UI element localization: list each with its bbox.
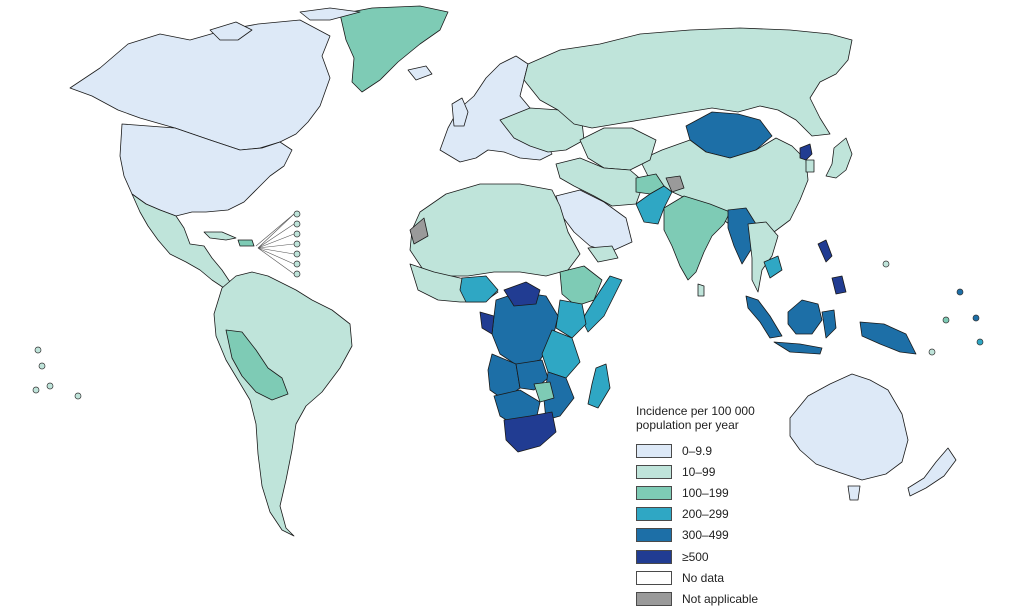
region-eastern-europe[interactable] — [499, 107, 585, 153]
island-dot — [928, 348, 936, 356]
legend-item: 100–199 — [636, 482, 836, 503]
region-hispaniola[interactable] — [237, 239, 255, 247]
legend-item: 300–499 — [636, 525, 836, 546]
legend-label: ≥500 — [682, 549, 709, 564]
region-north-africa[interactable] — [409, 183, 581, 277]
island-dot — [972, 314, 980, 322]
caribbean-callout-lines — [255, 213, 295, 247]
callout-line — [257, 213, 295, 249]
region-arctic-islands-2[interactable] — [299, 7, 361, 21]
region-borneo[interactable] — [787, 299, 823, 335]
region-north-america-north[interactable] — [69, 19, 331, 151]
island-dot — [942, 316, 950, 324]
legend-swatch — [636, 485, 672, 500]
map-legend: Incidence per 100 000 population per yea… — [636, 404, 836, 610]
region-philippines-south[interactable] — [831, 275, 847, 295]
region-uk[interactable] — [451, 97, 469, 127]
region-arctic-islands[interactable] — [209, 21, 253, 41]
region-india[interactable] — [663, 195, 731, 281]
legend-swatch — [636, 443, 672, 458]
region-madagascar[interactable] — [587, 363, 611, 409]
island-dot — [34, 346, 42, 354]
callout-line — [257, 247, 295, 255]
region-new-zealand[interactable] — [907, 447, 957, 497]
region-myanmar[interactable] — [727, 207, 757, 265]
region-kashmir[interactable] — [665, 175, 685, 193]
region-sri-lanka[interactable] — [697, 283, 705, 297]
region-philippines[interactable] — [817, 239, 833, 263]
region-western-sahara[interactable] — [409, 217, 429, 245]
legend-label: 300–499 — [682, 528, 729, 543]
region-cuba[interactable] — [203, 231, 237, 241]
region-south-africa[interactable] — [503, 411, 557, 453]
region-java[interactable] — [773, 341, 823, 355]
legend-swatch — [636, 528, 672, 543]
region-thailand-laos[interactable] — [747, 221, 779, 293]
region-zimbabwe[interactable] — [533, 381, 555, 403]
region-congo-west[interactable] — [479, 311, 495, 335]
legend-item: Not applicable — [636, 588, 836, 609]
island-dot — [38, 362, 46, 370]
callout-dot — [293, 250, 301, 258]
island-dot — [882, 260, 890, 268]
region-north-korea[interactable] — [799, 143, 813, 161]
legend-title: Incidence per 100 000 population per yea… — [636, 404, 836, 432]
region-nigeria[interactable] — [459, 275, 499, 303]
region-sulawesi[interactable] — [821, 309, 837, 339]
legend-swatch — [636, 570, 672, 585]
region-central-african[interactable] — [503, 281, 541, 307]
legend-title-line1: Incidence per 100 000 — [636, 404, 755, 418]
callout-dot — [293, 270, 301, 278]
callout-dot — [293, 260, 301, 268]
legend-label: 10–99 — [682, 464, 716, 479]
legend-swatch — [636, 507, 672, 522]
legend-item: ≥500 — [636, 546, 836, 567]
legend-label: No data — [682, 570, 725, 585]
callout-line — [257, 247, 295, 275]
region-peru-bolivia[interactable] — [225, 329, 289, 401]
legend-item: 0–9.9 — [636, 440, 836, 461]
legend-label: 0–9.9 — [682, 443, 713, 458]
region-pakistan[interactable] — [635, 185, 673, 225]
island-dot — [32, 386, 40, 394]
region-new-guinea[interactable] — [859, 321, 917, 355]
region-greenland[interactable] — [339, 5, 449, 93]
region-iceland[interactable] — [407, 65, 433, 81]
region-colombia-andes[interactable] — [213, 271, 353, 537]
island-dot — [976, 338, 984, 346]
region-australia[interactable] — [789, 373, 909, 481]
legend-item: No data — [636, 567, 836, 588]
region-tasmania[interactable] — [847, 485, 861, 501]
legend-swatch — [636, 549, 672, 564]
region-south-korea[interactable] — [805, 159, 815, 173]
callout-line — [257, 243, 295, 249]
legend-label: Not applicable — [682, 591, 759, 606]
legend-swatch — [636, 464, 672, 479]
callout-dot — [293, 240, 301, 248]
callout-dot — [293, 230, 301, 238]
region-japan[interactable] — [825, 137, 853, 179]
legend-item: 200–299 — [636, 504, 836, 525]
island-dot — [956, 288, 964, 296]
region-russia[interactable] — [523, 27, 853, 137]
legend-label: 200–299 — [682, 507, 729, 522]
region-sumatra[interactable] — [745, 295, 783, 339]
region-cambodia-vietnam[interactable] — [763, 255, 783, 279]
region-central-asia[interactable] — [579, 127, 657, 171]
island-dot — [74, 392, 82, 400]
legend-label: 100–199 — [682, 485, 729, 500]
callout-line — [257, 223, 295, 249]
callout-line — [257, 247, 295, 265]
legend-title-line2: population per year — [636, 418, 739, 432]
region-kenya[interactable] — [555, 299, 587, 339]
region-saudi-arabia[interactable] — [555, 189, 633, 253]
region-yemen[interactable] — [587, 245, 619, 263]
callout-line — [257, 233, 295, 249]
callout-dot — [293, 210, 301, 218]
callout-dot — [293, 220, 301, 228]
island-dot — [46, 382, 54, 390]
legend-swatch — [636, 591, 672, 606]
legend-item: 10–99 — [636, 461, 836, 482]
